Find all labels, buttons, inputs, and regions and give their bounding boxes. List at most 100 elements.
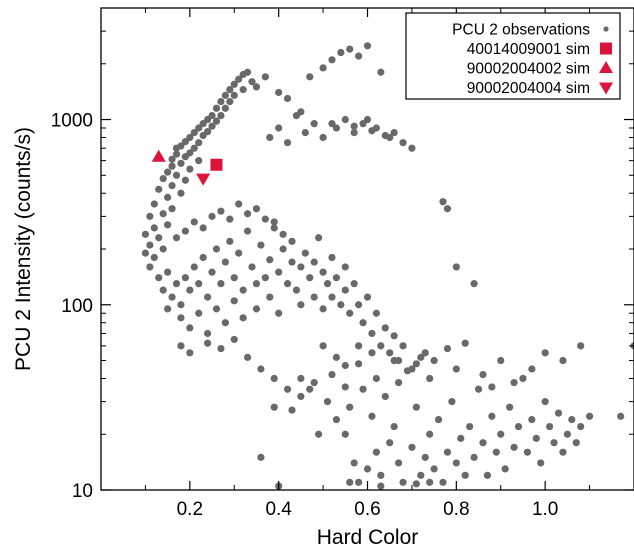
y-axis-title: PCU 2 Intensity (counts/s)	[12, 127, 35, 371]
observation-point	[559, 448, 567, 456]
observation-point	[217, 280, 225, 288]
observation-point	[310, 258, 318, 266]
observation-point	[288, 237, 296, 245]
observation-point	[217, 344, 225, 353]
x-tick-label: 0.8	[443, 499, 469, 520]
observation-point	[368, 349, 376, 357]
observation-point	[257, 453, 265, 461]
observation-point	[230, 335, 238, 344]
observation-point	[488, 383, 496, 391]
observation-point	[164, 168, 172, 176]
observation-point	[190, 128, 198, 137]
x-tick-label: 0.2	[177, 499, 203, 520]
observation-point	[377, 482, 385, 490]
observation-point	[492, 448, 500, 456]
observation-point	[141, 249, 150, 257]
observation-point	[470, 280, 478, 288]
observation-point	[181, 227, 189, 235]
observation-point	[479, 439, 487, 447]
observation-point	[283, 139, 292, 147]
observation-point	[332, 415, 341, 424]
observation-point	[275, 268, 283, 276]
observation-point	[350, 122, 358, 130]
observation-point	[523, 448, 532, 456]
y-tick-label: 1000	[51, 111, 93, 132]
observation-point	[421, 349, 429, 357]
observation-point	[319, 64, 327, 72]
observation-point	[355, 342, 363, 350]
observation-point	[164, 268, 172, 276]
observation-point	[617, 412, 625, 420]
observation-point	[346, 45, 354, 53]
observation-point	[346, 403, 354, 411]
observation-point	[341, 430, 349, 438]
observation-point	[381, 131, 389, 140]
observation-point	[368, 127, 376, 135]
observation-point	[235, 75, 243, 83]
observation-point	[212, 104, 221, 112]
observation-point	[155, 274, 163, 282]
observation-point	[252, 305, 261, 313]
observation-point	[181, 176, 189, 184]
observation-point	[239, 286, 247, 294]
observation-point	[275, 124, 283, 132]
observation-point	[528, 365, 536, 373]
y-tick-label: 10	[72, 481, 93, 502]
observation-point	[172, 280, 181, 288]
observation-point	[577, 422, 585, 431]
observation-point	[252, 280, 261, 288]
observation-point	[186, 149, 194, 157]
observation-point	[177, 142, 185, 150]
x-tick-label: 1.0	[532, 499, 558, 520]
observation-point	[386, 349, 394, 357]
observation-point	[546, 422, 554, 431]
observation-point	[377, 68, 385, 76]
observation-point	[195, 280, 203, 288]
observation-point	[190, 263, 198, 271]
observation-point	[181, 274, 189, 282]
observation-point	[146, 263, 154, 271]
observation-point	[226, 86, 234, 94]
observation-point	[177, 189, 185, 197]
observation-point	[186, 324, 194, 332]
observation-point	[150, 224, 158, 232]
observation-point	[177, 314, 185, 322]
observation-point	[514, 422, 523, 431]
observation-point	[452, 365, 460, 373]
observation-point	[466, 422, 474, 431]
x-tick-label: 0.4	[265, 499, 292, 520]
observation-point	[204, 339, 212, 347]
observation-point	[372, 309, 380, 317]
observation-point	[528, 415, 536, 424]
observation-point	[155, 234, 163, 242]
y-tick-label: 100	[61, 296, 93, 317]
observation-point	[443, 448, 452, 456]
observation-point	[310, 379, 318, 387]
legend-label: PCU 2 observations	[452, 22, 590, 39]
legend-label: 40014009001 sim	[467, 41, 590, 58]
observation-point	[577, 342, 585, 350]
observation-point	[186, 349, 194, 357]
observation-point	[328, 120, 336, 128]
observation-point	[230, 91, 238, 99]
observation-point	[412, 403, 420, 411]
observation-point	[399, 139, 407, 147]
observation-point	[297, 263, 305, 271]
observation-point	[372, 448, 380, 456]
observation-point	[177, 342, 185, 350]
observation-point	[159, 210, 167, 218]
observation-point	[386, 439, 394, 447]
observation-point	[226, 215, 234, 223]
x-axis-title: Hard Color	[317, 526, 419, 549]
observation-point	[488, 412, 496, 420]
observation-point	[261, 73, 269, 81]
legend-marker	[599, 82, 613, 95]
observation-point	[217, 207, 225, 215]
observation-point	[363, 115, 372, 124]
observation-point	[350, 128, 358, 137]
observation-point	[301, 249, 309, 257]
observation-point	[461, 471, 469, 479]
observation-point	[204, 128, 212, 136]
observation-point	[319, 305, 327, 313]
observation-point	[252, 205, 261, 213]
